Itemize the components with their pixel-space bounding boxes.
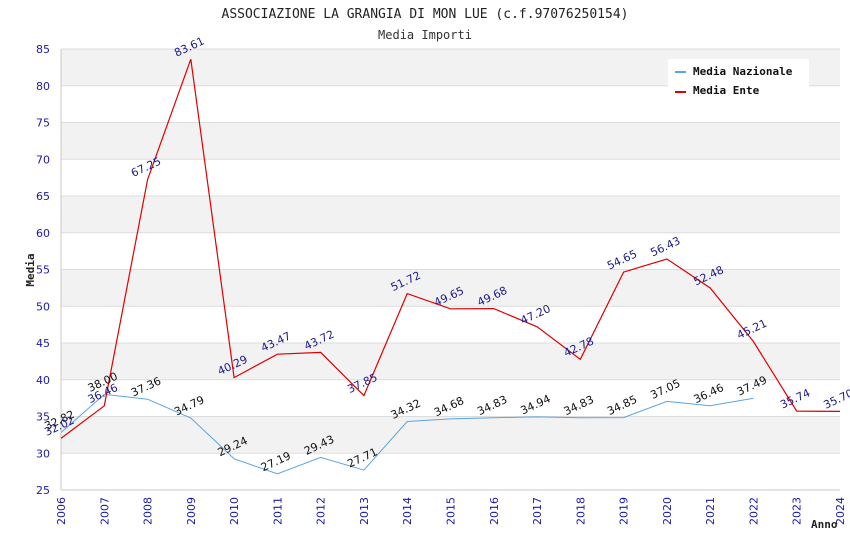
y-tick-label: 25 (36, 484, 50, 497)
series-line-ente (60, 58, 841, 439)
grid-band (61, 232, 840, 270)
x-axis-title: Anno (811, 518, 838, 531)
x-tick-label: 2014 (401, 497, 414, 525)
x-tick-label: 2022 (747, 497, 760, 525)
y-tick-label: 75 (36, 117, 50, 130)
y-tick-label: 35 (36, 411, 50, 424)
grid-band (61, 122, 840, 160)
y-tick-label: 30 (36, 447, 50, 460)
x-tick-label: 2024 (834, 497, 847, 525)
legend: Media Nazionale Media Ente (668, 59, 809, 101)
y-tick-label: 40 (36, 374, 50, 387)
grid-band (61, 416, 840, 454)
y-tick-label: 70 (36, 153, 50, 166)
chart-title: ASSOCIAZIONE LA GRANGIA DI MON LUE (c.f.… (222, 7, 629, 22)
x-tick-label: 2018 (574, 497, 587, 525)
x-tick-label: 2013 (358, 497, 371, 525)
grid-band (61, 306, 840, 343)
grid-band (61, 159, 840, 196)
y-tick-label: 50 (36, 300, 50, 313)
legend-label-ente: Media Ente (693, 84, 760, 97)
y-ticks: 25 30 35 40 45 50 55 60 65 70 75 80 85 (36, 43, 50, 497)
grid-band (61, 343, 840, 380)
x-tick-label: 2007 (98, 497, 111, 525)
grid-band (61, 196, 840, 233)
y-tick-label: 55 (36, 264, 50, 277)
y-tick-label: 80 (36, 80, 50, 93)
x-ticks: 2006 2007 2008 2009 2010 2011 2012 2013 2014 2015… (55, 497, 847, 525)
x-tick-label: 2015 (445, 497, 458, 525)
y-tick-label: 65 (36, 190, 50, 203)
x-tick-label: 2010 (228, 497, 241, 525)
x-tick-label: 2017 (531, 497, 544, 525)
x-tick-label: 2011 (271, 497, 284, 525)
x-tick-label: 2023 (791, 497, 804, 525)
grid-band (61, 379, 840, 417)
y-tick-label: 60 (36, 227, 50, 240)
x-tick-label: 2008 (142, 497, 155, 525)
x-tick-label: 2006 (55, 497, 68, 525)
x-tick-label: 2019 (618, 497, 631, 525)
series-line-nazionale (60, 393, 754, 475)
legend-box (668, 59, 809, 101)
legend-label-nazionale: Media Nazionale (693, 65, 793, 78)
y-axis-title: Media (24, 253, 37, 286)
x-tick-label: 2016 (488, 497, 501, 525)
y-tick-label: 45 (36, 337, 50, 350)
x-tick-label: 2012 (315, 497, 328, 525)
x-tick-label: 2020 (661, 497, 674, 525)
series-lines (60, 58, 841, 475)
x-tick-label: 2009 (185, 497, 198, 525)
x-tick-label: 2021 (704, 497, 717, 525)
chart-subtitle: Media Importi (378, 28, 472, 42)
grid-band (61, 453, 840, 490)
y-tick-label: 85 (36, 43, 50, 56)
